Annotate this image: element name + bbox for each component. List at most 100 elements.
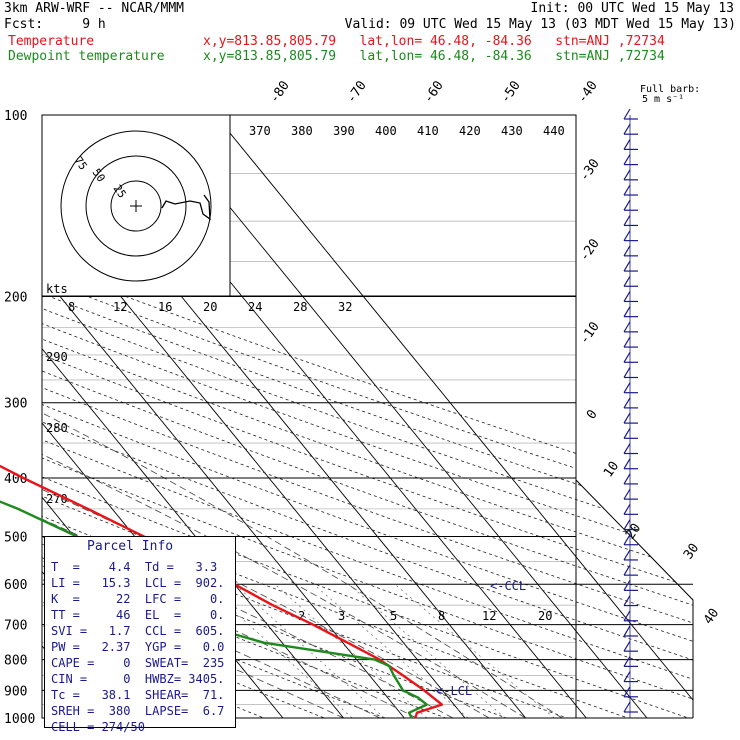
parcel-row-9: Tc = 38.1 SHEAR= 71.: [51, 688, 225, 702]
pressure-label: 1000: [4, 712, 35, 727]
hodograph-axis-label: 12: [113, 300, 127, 314]
wind-barb: [623, 154, 638, 166]
dry-adiabat: [42, 127, 693, 718]
isotherm-label: -40: [575, 78, 601, 106]
wind-barb: [623, 321, 638, 333]
hodograph-axis-label: 20: [203, 300, 217, 314]
wind-barb: [623, 123, 638, 135]
isotherm-label: 20: [623, 521, 644, 542]
init-time: Init: 00 UTC Wed 15 May 13: [530, 1, 735, 16]
isotherm-label: 0: [584, 407, 601, 422]
wind-barb: [623, 580, 638, 591]
wind-barb: [623, 610, 638, 622]
isotherm-label: -20: [577, 236, 603, 264]
pressure-label: 200: [4, 291, 27, 306]
isotherm-label: -50: [498, 78, 524, 106]
theta-label: 400: [375, 124, 397, 138]
wind-barb: [623, 275, 638, 287]
hodograph-units: kts: [46, 282, 68, 296]
wind-barb: [623, 701, 638, 713]
wind-barb: [623, 519, 638, 531]
barb-legend: Full barb:: [640, 84, 701, 95]
wind-barb: [623, 549, 638, 561]
hodograph-ring: [85, 155, 187, 257]
dry-adiabat: [42, 127, 693, 718]
isotherm-label: -60: [421, 78, 447, 106]
hodograph-ring-label: 25: [111, 182, 129, 200]
wind-barb: [623, 184, 638, 196]
dry-adiabat: [42, 127, 693, 718]
dry-adiabat: [42, 127, 693, 718]
plot-border: [41, 114, 577, 719]
profile-lines: [0, 464, 444, 719]
hodograph: [41, 114, 576, 297]
hodograph-axis-label: 16: [158, 300, 172, 314]
wind-barb: [623, 230, 638, 242]
theta-label: 390: [333, 124, 355, 138]
mixing-ratio-label: 8: [438, 609, 445, 623]
isotherm-line: [214, 115, 693, 718]
wind-barb: [623, 640, 638, 652]
isotherm-label: -70: [344, 78, 370, 106]
temperature-location: x,y=813.85,805.79 lat,lon= 46.48, -84.36…: [203, 34, 665, 49]
hodograph-axis-label: 28: [293, 300, 307, 314]
dry-adiabat: [42, 127, 693, 718]
parcel-row-3: K = 22 LFC = 0.: [51, 592, 225, 606]
wind-barb: [623, 245, 638, 257]
wind-barb: [623, 625, 638, 637]
pressure-label: 700: [4, 619, 27, 634]
wind-barb: [623, 473, 638, 485]
wind-barb: [623, 169, 638, 181]
wind-barb: [623, 488, 638, 500]
axis-labels: 1002003004005006007008009001000755025kts…: [4, 78, 722, 727]
theta-label: 380: [291, 124, 313, 138]
wind-barb: [623, 564, 638, 576]
isotherm-label: 30: [681, 541, 702, 562]
wind-barb: [623, 504, 638, 515]
wind-barbs: [623, 108, 638, 718]
hodograph-trace: [161, 194, 211, 221]
mixing-ratio-label: 12: [482, 609, 496, 623]
background-lines: [41, 114, 694, 719]
temperature-legend-label: Temperature: [8, 34, 95, 49]
dewpoint-legend-label: Dewpoint temperature: [8, 49, 165, 64]
mixing-ratio-line: [274, 583, 428, 718]
isotherm-label: 40: [701, 606, 722, 627]
valid-time: Valid: 09 UTC Wed 15 May 13 (03 MDT Wed …: [344, 17, 736, 32]
wind-barb: [623, 351, 638, 363]
theta-label: 280: [46, 421, 68, 435]
wind-barb: [623, 291, 638, 303]
forecast-hour: Fcst: 9 h: [4, 17, 106, 32]
mixing-ratio-label: 20: [538, 609, 552, 623]
hodograph-ring: [60, 130, 212, 282]
hodograph-axis-label: 8: [68, 300, 75, 314]
wind-barb: [623, 199, 638, 211]
dry-adiabat: [42, 127, 693, 718]
wind-barb: [623, 260, 638, 272]
dry-adiabat: [42, 127, 693, 718]
parcel-row-1: T = 4.4 Td = 3.3: [51, 560, 218, 574]
mixing-ratio-label: 3: [338, 609, 345, 623]
parcel-info-title: Parcel Info: [87, 539, 174, 554]
wind-barb: [623, 412, 638, 424]
hodograph-axis-label: 24: [248, 300, 262, 314]
pressure-label: 100: [4, 109, 27, 124]
parcel-info-box: Parcel Info T = 4.4 Td = 3.3 LI = 15.3 L…: [44, 536, 236, 734]
wind-barb: [623, 656, 638, 667]
theta-label: 370: [249, 124, 271, 138]
mixing-ratio-line: [313, 583, 469, 718]
theta-label: 290: [46, 350, 68, 364]
dewpoint-line: [0, 500, 428, 719]
barb-legend-units: 5 m s⁻¹: [642, 94, 685, 105]
pressure-label: 500: [4, 530, 27, 545]
pressure-label: 900: [4, 684, 27, 699]
wind-barb: [623, 215, 638, 227]
isotherm-label: 10: [601, 459, 622, 480]
wind-barb: [623, 671, 638, 683]
isotherm-label: -80: [267, 78, 293, 106]
isotherm-label: -30: [577, 156, 603, 184]
theta-label: 420: [459, 124, 481, 138]
theta-label: 440: [543, 124, 565, 138]
moist-adiabat: [42, 296, 344, 718]
